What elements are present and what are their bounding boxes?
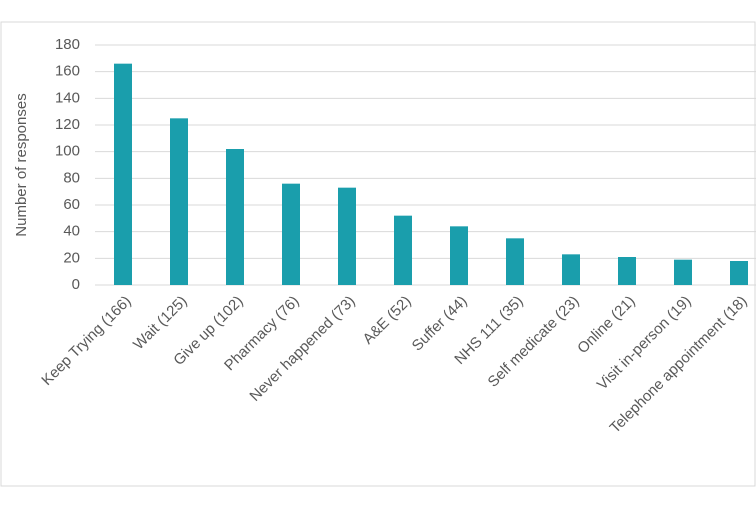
x-tick-label: Wait (125): [130, 293, 191, 354]
bar: [562, 254, 580, 285]
y-axis-label: Number of responses: [13, 93, 30, 236]
y-tick-label: 20: [63, 249, 80, 266]
y-tick-label: 160: [55, 63, 80, 80]
x-tick-label: Keep Trying (166): [38, 293, 134, 389]
bar: [730, 261, 748, 285]
chart-frame: [0, 21, 756, 487]
x-tick-label: Never happened (73): [246, 293, 358, 405]
x-tick-label: Visit in-person (19): [594, 293, 695, 394]
bar: [170, 118, 188, 285]
bar: [506, 238, 524, 285]
y-tick-label: 40: [63, 223, 80, 240]
bar: [114, 63, 132, 285]
bar: [282, 183, 300, 285]
x-tick-label: A&E (52): [360, 293, 415, 348]
bar: [450, 226, 468, 285]
bar: [226, 149, 244, 285]
y-tick-label: 120: [55, 116, 80, 133]
y-tick-label: 140: [55, 89, 80, 106]
y-tick-label: 100: [55, 143, 80, 160]
bar: [618, 257, 636, 285]
y-tick-label: 80: [63, 169, 80, 186]
bar: [394, 215, 412, 285]
y-tick-label: 0: [72, 276, 80, 293]
y-tick-label: 60: [63, 196, 80, 213]
bar: [338, 187, 356, 285]
y-tick-label: 180: [55, 36, 80, 53]
bar: [674, 259, 692, 285]
